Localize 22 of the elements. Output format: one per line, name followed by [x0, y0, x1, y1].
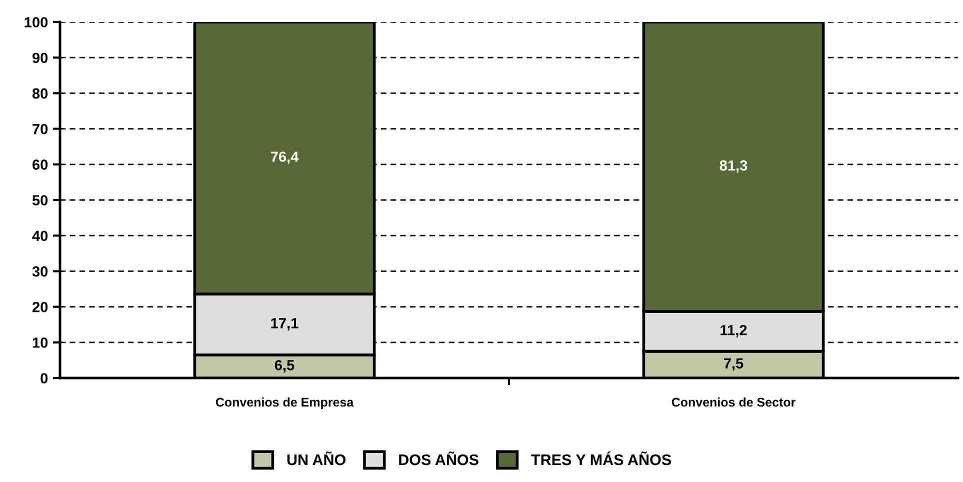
y-tick-label: 30 — [32, 266, 48, 277]
y-tick-label: 50 — [32, 195, 48, 206]
legend-label: UN AÑO — [287, 451, 346, 466]
data-label: 76,4 — [270, 152, 299, 164]
legend-label: DOS AÑOS — [399, 451, 478, 466]
y-tick-label: 0 — [40, 373, 48, 384]
data-label: 7,5 — [724, 358, 744, 371]
x-tick-label: Convenios de Empresa — [216, 397, 354, 410]
data-label: 6,5 — [274, 360, 294, 372]
y-tick-label: 60 — [32, 160, 48, 170]
legend-label: TRES Y MÁS AÑOS — [531, 451, 672, 466]
y-tick-label: 100 — [24, 17, 48, 28]
y-tick-label: 70 — [32, 124, 48, 134]
y-tick-label: 10 — [32, 338, 48, 348]
x-tick-label: Convenios de Sector — [672, 397, 796, 407]
y-tick-label: 90 — [32, 52, 48, 64]
data-label: 81,3 — [720, 160, 748, 173]
y-tick-label: 80 — [32, 88, 48, 99]
y-tick-label: 40 — [32, 230, 48, 242]
y-tick-label: 20 — [32, 302, 48, 312]
data-label: 11,2 — [720, 324, 747, 338]
data-label: 17,1 — [271, 318, 298, 330]
